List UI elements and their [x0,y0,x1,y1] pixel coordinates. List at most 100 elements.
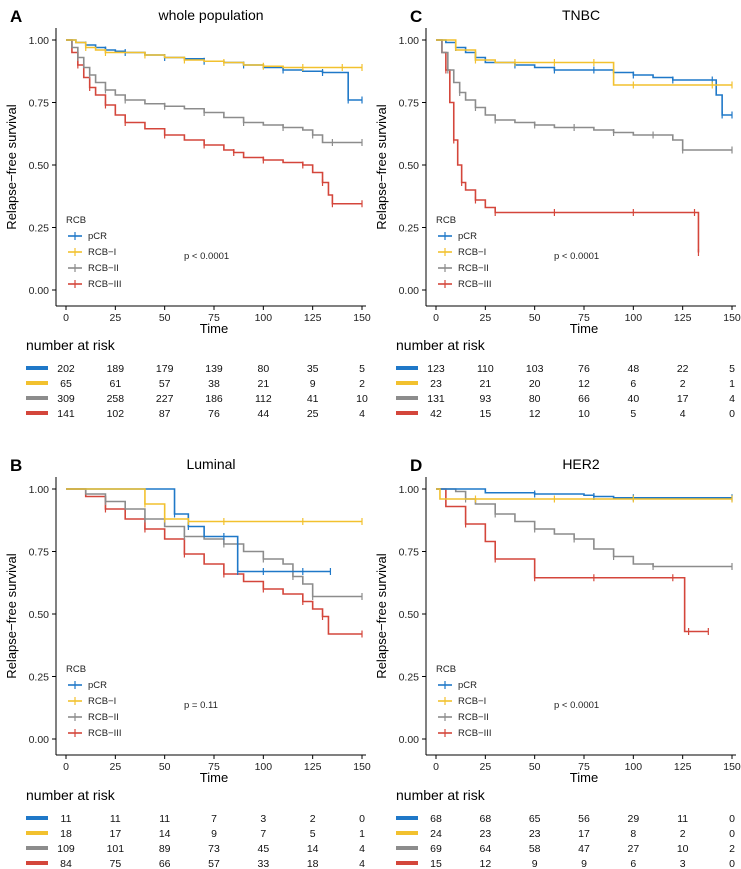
risk-count: 5 [729,363,735,375]
risk-count: 139 [205,363,223,375]
legend-label: RCB−I [458,696,486,707]
y-tick-label: 0.75 [29,547,50,559]
risk-count: 5 [630,408,636,420]
risk-count: 9 [532,858,538,869]
y-tick-label: 0.00 [29,734,50,746]
legend-label: pCR [458,680,477,691]
risk-count: 23 [430,378,442,390]
x-tick-label: 0 [63,761,69,773]
km-curve-pcr [436,39,732,116]
km-curve-pcr [66,39,362,101]
risk-count: 2 [359,378,365,390]
legend-label: RCB−II [458,712,489,723]
x-tick-label: 150 [353,312,371,324]
y-tick-label: 0.25 [29,672,50,684]
risk-count: 4 [359,858,365,869]
risk-count: 1 [359,828,365,840]
legend-label: RCB−I [88,247,116,258]
risk-count: 2 [680,828,686,840]
y-tick-label: 0.50 [399,160,420,172]
x-tick-label: 50 [529,312,541,324]
p-value: p < 0.0001 [554,700,599,711]
risk-count: 11 [110,813,121,825]
risk-count: 47 [578,843,590,855]
risk-count: 1 [729,378,735,390]
risk-count: 0 [729,408,735,420]
risk-swatch-pcr [396,816,418,820]
legend-label: RCB−III [458,279,492,290]
y-axis-title: Relapse−free survival [4,104,19,229]
risk-count: 179 [156,363,174,375]
y-tick-label: 0.00 [399,285,420,297]
risk-count: 9 [310,378,316,390]
risk-count: 48 [627,363,639,375]
risk-table-title: number at risk [396,337,486,353]
risk-swatch-rcb-i [396,831,418,835]
risk-count: 57 [208,858,220,869]
x-tick-label: 0 [433,761,439,773]
km-curve-rcb-i [66,488,362,523]
risk-count: 186 [205,393,223,405]
y-tick-label: 0.75 [399,98,420,110]
legend-label: RCB−I [88,696,116,707]
risk-count: 112 [255,393,272,405]
risk-count: 42 [430,408,442,420]
legend-label: RCB−I [458,247,486,258]
risk-count: 5 [310,828,316,840]
panel-title: Luminal [186,456,235,472]
risk-swatch-pcr [26,816,48,820]
risk-count: 2 [310,813,316,825]
panel-letter: A [10,7,22,26]
risk-count: 4 [729,393,735,405]
x-tick-label: 25 [109,761,121,773]
risk-count: 0 [729,813,735,825]
risk-count: 17 [578,828,590,840]
risk-table-title: number at risk [26,337,116,353]
risk-count: 75 [109,858,121,869]
risk-count: 17 [109,828,121,840]
x-tick-label: 100 [255,761,273,773]
x-tick-label: 75 [578,761,590,773]
risk-count: 25 [307,408,319,420]
risk-count: 123 [427,363,445,375]
y-tick-label: 0.00 [29,285,50,297]
x-tick-label: 125 [304,761,322,773]
legend-label: RCB−III [88,279,122,290]
risk-count: 4 [359,843,365,855]
y-tick-label: 1.00 [399,484,420,496]
risk-swatch-rcb-iii [26,411,48,415]
risk-swatch-pcr [26,366,48,370]
y-tick-label: 0.25 [399,672,420,684]
risk-count: 29 [627,813,639,825]
panel-title: TNBC [562,7,600,23]
risk-count: 5 [359,363,365,375]
x-axis-title: Time [200,321,228,336]
x-axis-title: Time [570,770,598,785]
x-tick-label: 150 [723,761,741,773]
risk-table-title: number at risk [26,787,116,803]
risk-count: 101 [107,843,125,855]
panel-title: whole population [157,7,263,23]
risk-count: 68 [479,813,491,825]
risk-count: 0 [729,858,735,869]
risk-count: 11 [61,813,72,825]
risk-count: 66 [578,393,590,405]
risk-count: 87 [159,408,171,420]
risk-swatch-rcb-i [396,381,418,385]
panel-letter: D [410,456,422,475]
km-curve-pcr [436,488,732,499]
risk-count: 15 [430,858,442,869]
legend-label: pCR [88,680,107,691]
y-tick-label: 1.00 [399,35,420,47]
risk-count: 7 [260,828,266,840]
risk-count: 2 [729,843,735,855]
km-curve-pcr [66,488,331,573]
y-tick-label: 0.50 [399,609,420,621]
x-tick-label: 150 [723,312,741,324]
y-axis-title: Relapse−free survival [4,553,19,678]
km-curve-rcb-ii [436,39,732,151]
risk-count: 27 [627,843,639,855]
x-tick-label: 0 [433,312,439,324]
risk-count: 18 [307,858,319,869]
